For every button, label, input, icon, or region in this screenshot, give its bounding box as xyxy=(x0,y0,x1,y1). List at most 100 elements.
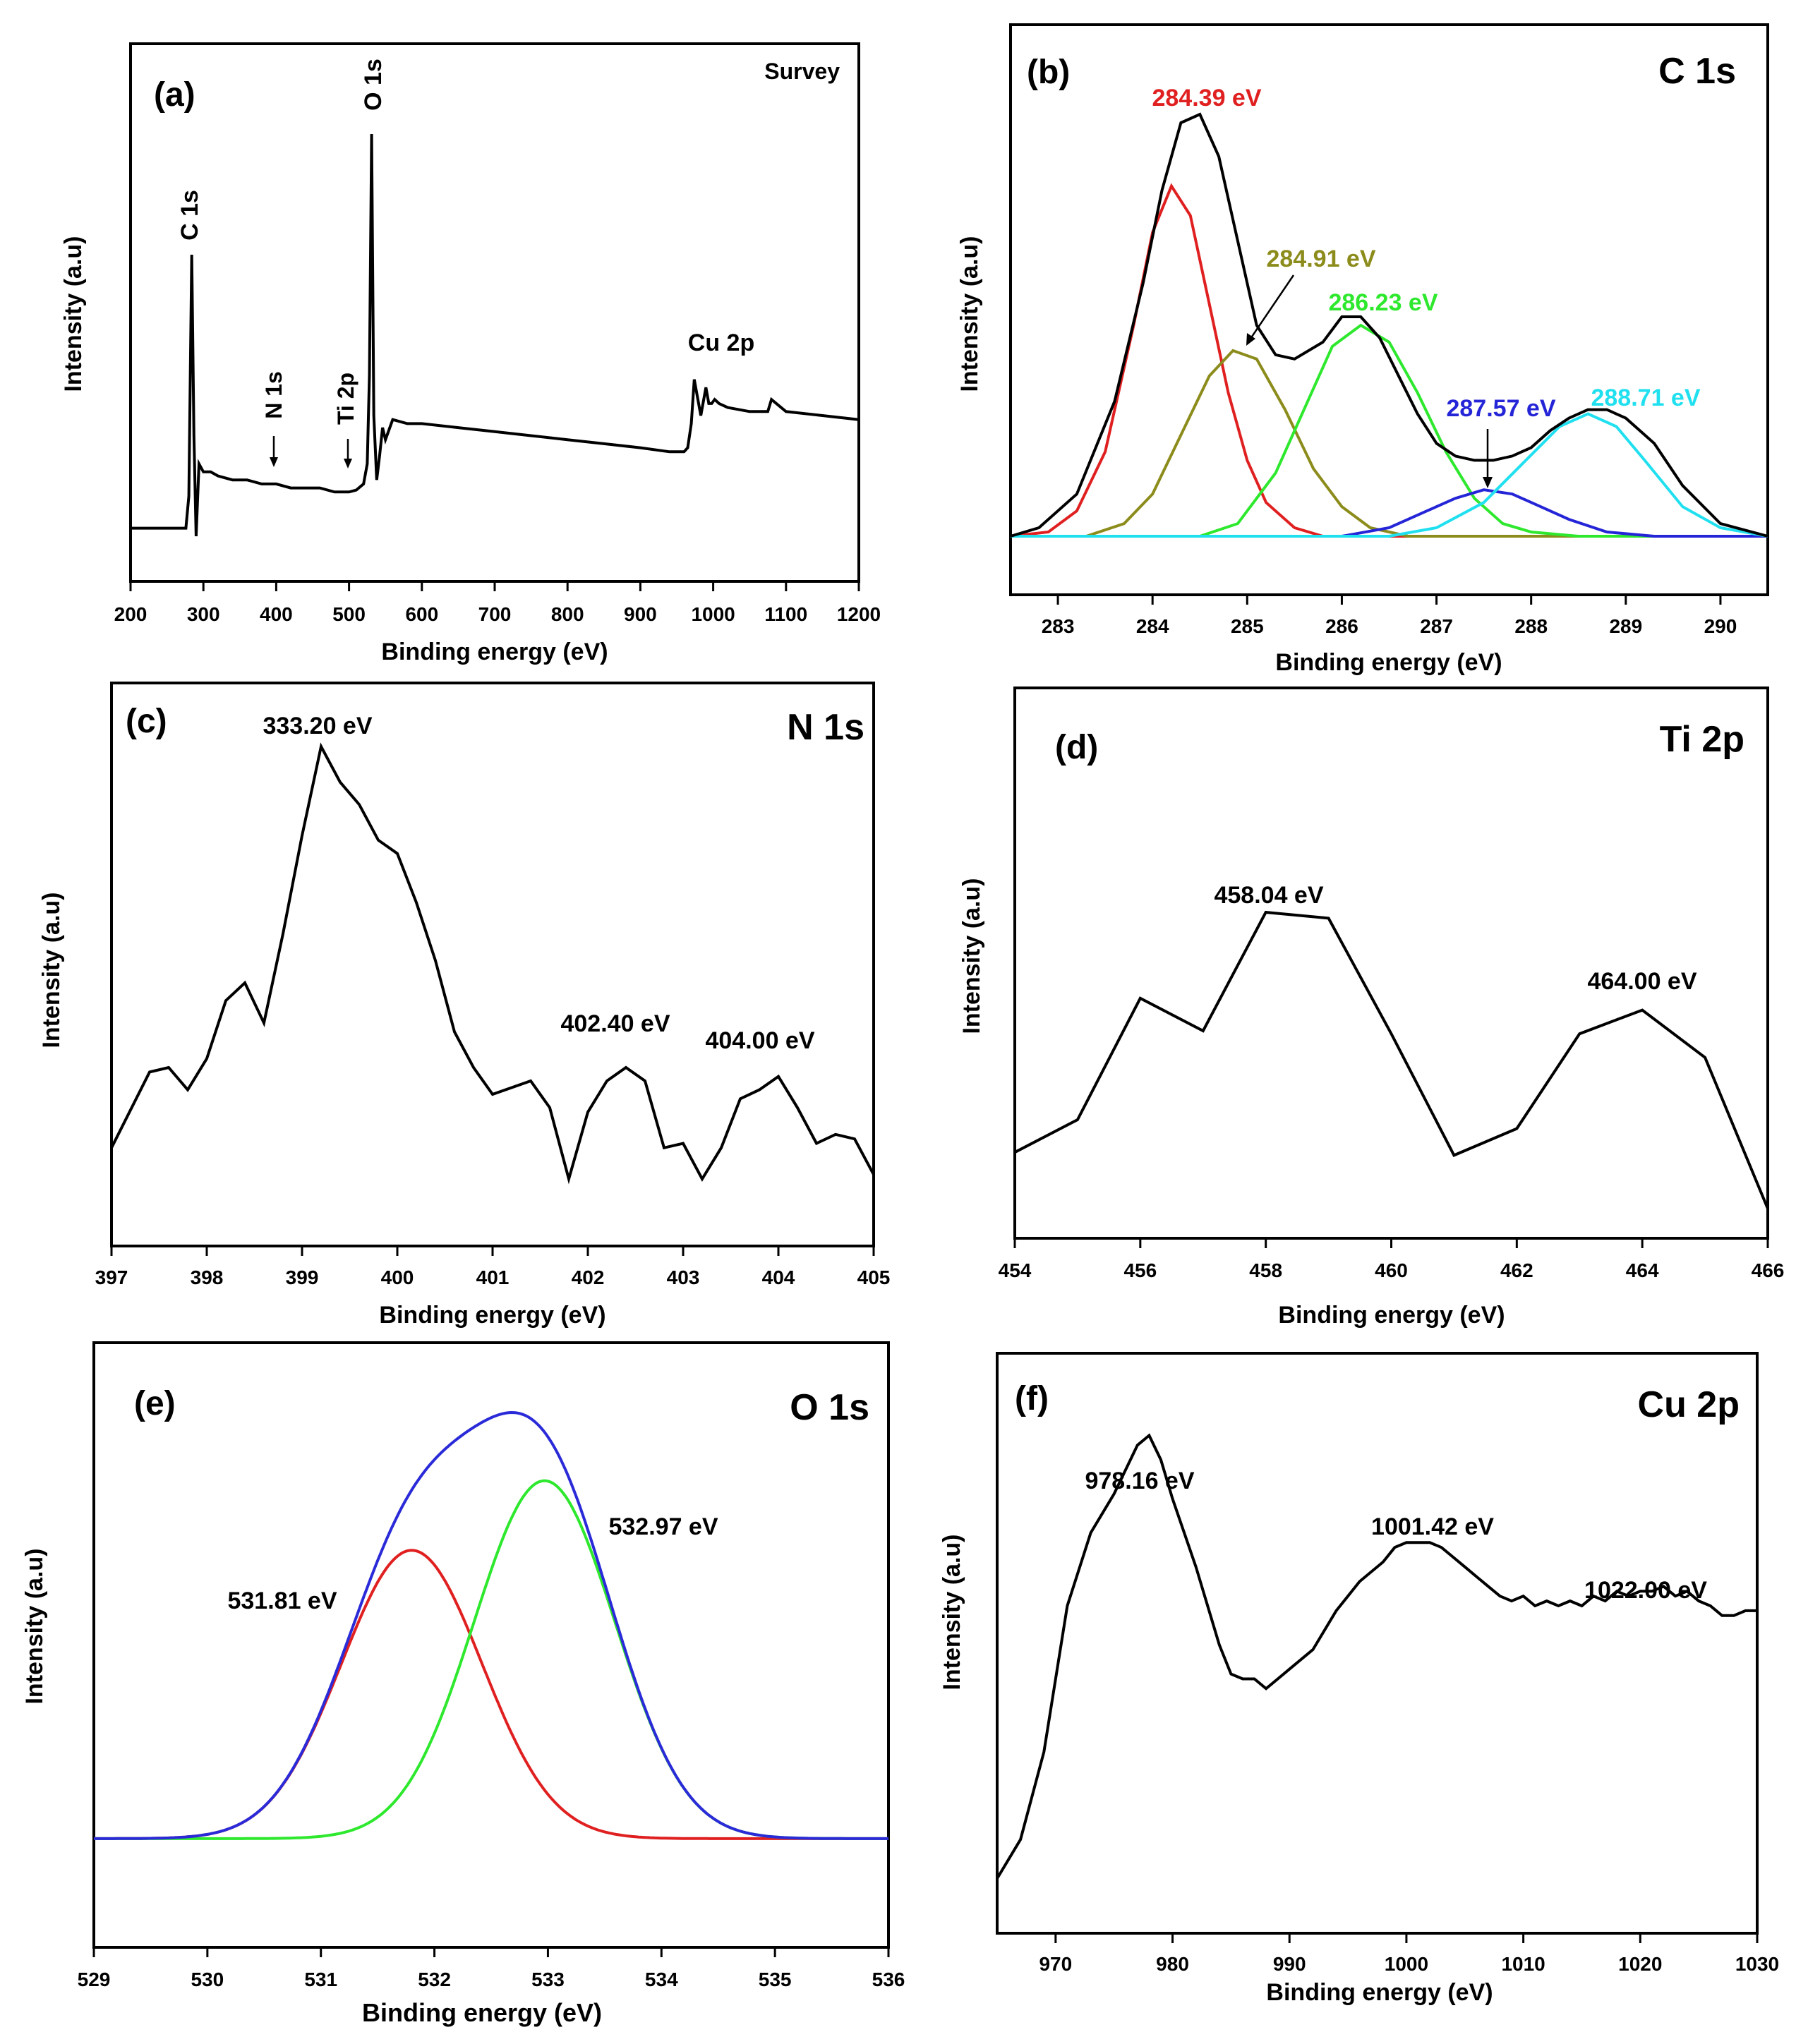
arrow-ti2p-head xyxy=(344,459,352,468)
peak-label-284-91: 284.91 eV xyxy=(1266,246,1375,272)
xtick-label: 456 xyxy=(1123,1259,1157,1281)
panel-a-title: Survey xyxy=(764,59,840,84)
xtick-label: 462 xyxy=(1500,1259,1533,1281)
arrow-284-91-head xyxy=(1246,333,1255,346)
xtick-label: 990 xyxy=(1273,1953,1306,1975)
panel-d-frame xyxy=(1013,687,1769,1240)
panel-e-component-532-97 xyxy=(94,1479,888,1840)
panel-c-frame xyxy=(110,682,875,1247)
peak-label-ti2p: Ti 2p xyxy=(333,373,358,425)
panel-a-xlabel: Binding energy (eV) xyxy=(381,639,608,665)
peak-label-458-04: 458.04 eV xyxy=(1214,882,1323,909)
peak-label-532-97: 532.97 eV xyxy=(608,1513,718,1540)
panel-b-component-284-91 xyxy=(1011,349,1768,538)
xtick-label: 532 xyxy=(418,1969,451,1990)
panel-e-xaxis: 529 530 531 532 533 534 535 536 xyxy=(78,1947,905,1990)
xtick-label: 286 xyxy=(1325,615,1358,637)
panel-f-ylabel: Intensity (a.u) xyxy=(939,1534,965,1690)
xtick-label: 1100 xyxy=(764,603,807,625)
xtick-label: 464 xyxy=(1626,1259,1659,1281)
peak-label-1001-42: 1001.42 eV xyxy=(1371,1513,1494,1540)
panel-e-title: O 1s xyxy=(790,1387,869,1428)
xtick-label: 980 xyxy=(1156,1953,1189,1975)
xtick-label: 1200 xyxy=(837,603,881,625)
panel-b-xlabel: Binding energy (eV) xyxy=(1275,649,1502,676)
peak-label-464-00: 464.00 eV xyxy=(1587,968,1696,995)
peak-label-286-23: 286.23 eV xyxy=(1328,289,1438,316)
xtick-label: 401 xyxy=(476,1266,510,1288)
panel-b-frame xyxy=(1009,23,1769,596)
panel-f-xlabel: Binding energy (eV) xyxy=(1266,1979,1493,2006)
peak-label-o1s: O 1s xyxy=(360,59,387,111)
panel-f: 970 980 990 1000 1010 1020 1030 (f) Cu 2p Bind… xyxy=(939,1352,1779,2006)
panel-e-letter: (e) xyxy=(134,1385,176,1422)
panel-e-ylabel: Intensity (a.u) xyxy=(21,1548,48,1704)
panel-c: 397 398 399 400 401 402 403 404 405 (c) N 1s Bin… xyxy=(38,682,891,1329)
xtick-label: 288 xyxy=(1514,615,1548,637)
peak-label-284-39: 284.39 eV xyxy=(1152,85,1261,111)
panel-f-xaxis: 970 980 990 1000 1010 1020 1030 xyxy=(1039,1933,1779,1975)
xtick-label: 283 xyxy=(1042,615,1075,637)
xtick-label: 1000 xyxy=(691,603,735,625)
xtick-label: 534 xyxy=(645,1969,678,1990)
panel-d-xlabel: Binding energy (eV) xyxy=(1278,1302,1505,1329)
panel-c-ylabel: Intensity (a.u) xyxy=(38,892,65,1048)
xtick-label: 200 xyxy=(114,603,147,625)
xtick-label: 466 xyxy=(1752,1259,1785,1281)
arrow-287-57-head xyxy=(1483,477,1493,488)
panel-c-letter: (c) xyxy=(126,703,167,740)
xtick-label: 533 xyxy=(531,1969,565,1990)
panel-e-frame xyxy=(92,1341,890,1949)
xtick-label: 530 xyxy=(191,1969,224,1990)
panel-c-xlabel: Binding energy (eV) xyxy=(379,1302,605,1329)
xtick-label: 289 xyxy=(1609,615,1642,637)
panel-a-letter: (a) xyxy=(154,76,195,114)
panel-a-xaxis: 200 300 400 500 600 700 800 900 1000 1100 1200 xyxy=(114,581,881,625)
xtick-label: 402 xyxy=(572,1266,605,1288)
xtick-label: 300 xyxy=(187,603,220,625)
panel-f-frame xyxy=(996,1352,1759,1935)
xtick-label: 284 xyxy=(1136,615,1169,637)
xtick-label: 458 xyxy=(1249,1259,1282,1281)
arrow-n1s-head xyxy=(270,457,278,467)
xtick-label: 531 xyxy=(304,1969,337,1990)
xtick-label: 290 xyxy=(1704,615,1737,637)
panel-d-letter: (d) xyxy=(1055,729,1098,766)
panel-b-component-286-23 xyxy=(1011,323,1768,538)
xtick-label: 454 xyxy=(999,1259,1032,1281)
panel-e: 529 530 531 532 533 534 535 536 (e) O 1s Bindin… xyxy=(21,1341,905,2027)
xtick-label: 700 xyxy=(478,603,512,625)
panel-b-envelope xyxy=(1010,112,1768,538)
panel-b-xaxis: 283 284 285 286 287 288 289 290 xyxy=(1042,595,1737,637)
xtick-label: 398 xyxy=(191,1266,224,1288)
xtick-label: 1020 xyxy=(1618,1953,1662,1975)
xtick-label: 600 xyxy=(405,603,438,625)
xtick-label: 529 xyxy=(78,1969,111,1990)
xtick-label: 287 xyxy=(1420,615,1453,637)
xtick-label: 405 xyxy=(857,1266,891,1288)
panel-b: 283 284 285 286 287 288 289 290 (b) C 1s Bindin… xyxy=(956,23,1769,676)
xtick-label: 535 xyxy=(759,1969,792,1990)
panel-f-cu2p-line xyxy=(996,1433,1757,1880)
xtick-label: 399 xyxy=(286,1266,319,1288)
xtick-label: 404 xyxy=(762,1266,795,1288)
peak-label-cu2p: Cu 2p xyxy=(688,329,754,356)
peak-label-288-71: 288.71 eV xyxy=(1591,385,1700,411)
xtick-label: 397 xyxy=(95,1266,128,1288)
panel-a: 200 300 400 500 600 700 800 900 1000 1100 1200 (a)… xyxy=(60,42,881,665)
panel-a-survey-line xyxy=(131,133,860,537)
panel-b-component-287-57 xyxy=(1011,488,1768,538)
xtick-label: 1030 xyxy=(1735,1953,1779,1975)
panel-d: 454 456 458 460 462 464 466 (d) Ti 2p Binding … xyxy=(958,687,1785,1329)
xtick-label: 403 xyxy=(667,1266,700,1288)
panel-e-xlabel: Binding energy (eV) xyxy=(362,1998,602,2027)
xtick-label: 800 xyxy=(551,603,584,625)
panel-d-ylabel: Intensity (a.u) xyxy=(958,878,985,1034)
panel-c-n1s-line xyxy=(110,742,875,1185)
xtick-label: 900 xyxy=(624,603,657,625)
panel-b-letter: (b) xyxy=(1027,54,1070,91)
xtick-label: 400 xyxy=(381,1266,414,1288)
xtick-label: 536 xyxy=(872,1969,905,1990)
xtick-label: 1000 xyxy=(1385,1953,1428,1975)
